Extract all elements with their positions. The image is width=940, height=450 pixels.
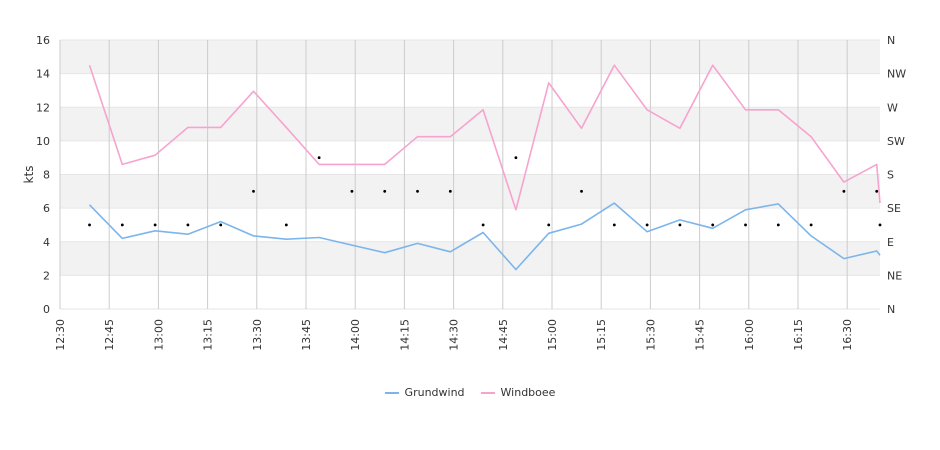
direction-point [580, 189, 583, 193]
x-tick-label: 16:00 [743, 319, 756, 351]
direction-point [284, 223, 288, 227]
x-tick-label: 15:45 [694, 319, 707, 351]
direction-point [809, 223, 813, 227]
direction-point [547, 223, 551, 227]
y2-tick-label: NW [887, 68, 906, 81]
x-tick-label: 13:30 [251, 319, 264, 351]
direction-point [645, 223, 649, 227]
x-tick-label: 12:30 [54, 319, 67, 351]
plot-band [60, 40, 880, 74]
x-tick-label: 14:45 [497, 319, 510, 351]
y-axis-label: kts [22, 166, 36, 184]
legend-label: Grundwind [404, 386, 465, 399]
y-tick-label: 2 [43, 269, 50, 282]
y-tick-label: 8 [43, 169, 50, 182]
direction-point [252, 189, 255, 193]
y-tick-label: 4 [43, 236, 50, 249]
x-tick-label: 16:15 [792, 319, 805, 351]
direction-point [612, 223, 616, 227]
y2-tick-label: NE [887, 269, 902, 282]
y2-tick-label: N [887, 303, 895, 316]
x-tick-label: 14:00 [349, 319, 362, 351]
legend-swatch [384, 391, 399, 394]
direction-point [711, 223, 715, 227]
x-tick-label: 15:15 [595, 319, 608, 351]
plot-band [60, 107, 880, 141]
y2-axis-ticks: N NE E SE S SW W NW N [887, 34, 906, 316]
direction-point [153, 223, 157, 227]
direction-point [317, 156, 321, 160]
y-tick-label: 6 [43, 202, 50, 215]
direction-point [481, 223, 485, 227]
direction-point [875, 189, 879, 193]
y2-tick-label: SE [887, 202, 901, 215]
y-tick-label: 16 [36, 34, 50, 47]
x-axis-ticks: 12:30 12:45 13:00 13:15 13:30 13:45 14:00 14:15… [54, 319, 854, 351]
direction-markers [88, 156, 882, 227]
x-tick-label: 15:30 [644, 319, 657, 351]
legend-item-grundwind[interactable]: Grundwind [384, 386, 465, 399]
y2-tick-label: E [887, 236, 894, 249]
y2-tick-label: N [887, 34, 895, 47]
y2-tick-label: S [887, 169, 894, 182]
legend-swatch [480, 391, 495, 394]
x-tick-label: 16:30 [841, 319, 854, 351]
x-tick-label: 13:15 [202, 319, 215, 351]
direction-point [776, 223, 780, 227]
direction-point [448, 189, 452, 193]
direction-point [842, 189, 846, 193]
y2-tick-label: W [887, 101, 898, 114]
legend-label: Windboee [500, 386, 556, 399]
direction-point [219, 223, 223, 227]
direction-point [350, 189, 354, 193]
direction-point [514, 156, 518, 160]
legend-item-windboee[interactable]: Windboee [480, 386, 556, 399]
direction-point [878, 223, 882, 227]
y-axis-ticks: 0 2 4 6 8 10 12 14 16 [36, 34, 50, 316]
y-tick-label: 0 [43, 303, 50, 316]
x-tick-label: 14:15 [398, 319, 411, 351]
series-lines [88, 64, 881, 271]
direction-point [744, 223, 747, 227]
y-tick-label: 14 [36, 68, 50, 81]
y-tick-label: 10 [36, 135, 50, 148]
series-line-windboee [88, 64, 881, 211]
x-tick-label: 14:30 [448, 319, 461, 351]
x-tick-label: 13:00 [152, 319, 165, 351]
legend: Grundwind Windboee [0, 386, 940, 399]
series-line-grundwind [88, 202, 881, 271]
x-tick-label: 13:45 [300, 319, 313, 351]
grid-lines [59, 39, 880, 310]
plot-band [60, 241, 880, 276]
direction-point [186, 223, 190, 227]
direction-point [416, 189, 419, 193]
direction-point [88, 223, 91, 227]
direction-point [383, 189, 387, 193]
direction-point [120, 223, 124, 227]
direction-point [678, 223, 682, 227]
y-tick-label: 12 [36, 101, 50, 114]
x-tick-label: 15:00 [546, 319, 559, 351]
plot-bands [60, 40, 880, 276]
y2-tick-label: SW [887, 135, 905, 148]
x-tick-label: 12:45 [103, 319, 116, 351]
plot-band [60, 174, 880, 209]
